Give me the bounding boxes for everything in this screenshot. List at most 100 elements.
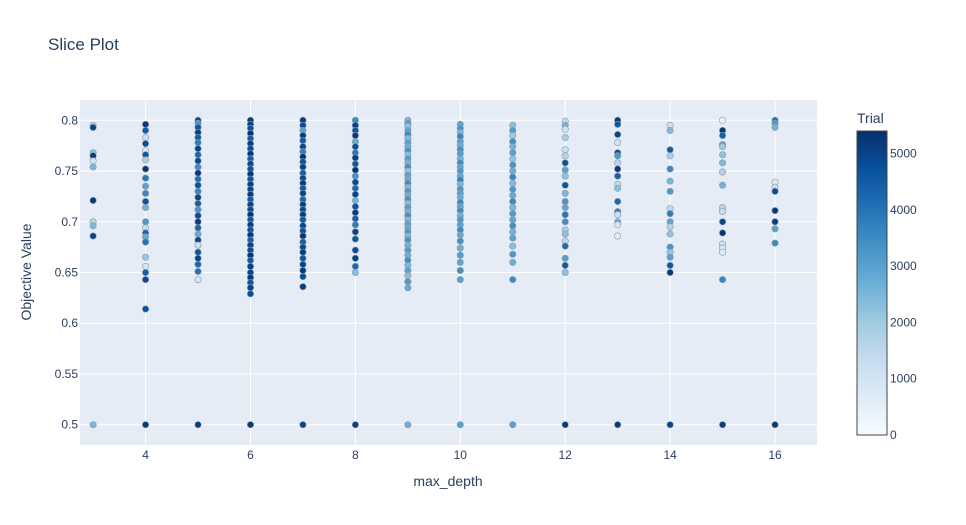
data-point — [771, 123, 779, 131]
data-point — [351, 178, 359, 186]
data-point — [194, 181, 202, 189]
data-point — [509, 167, 517, 175]
x-tick-label: 8 — [352, 448, 359, 462]
data-point — [561, 146, 569, 154]
data-point — [719, 208, 727, 216]
data-point — [142, 174, 150, 182]
data-point — [246, 284, 254, 292]
data-point — [142, 189, 150, 197]
data-point — [456, 251, 464, 259]
data-point — [404, 272, 412, 280]
data-point — [89, 196, 97, 204]
data-point — [666, 165, 674, 173]
data-point — [194, 206, 202, 214]
data-point — [561, 230, 569, 238]
data-point — [299, 216, 307, 224]
data-point — [89, 421, 97, 429]
data-point — [666, 421, 674, 429]
x-tick-label: 4 — [142, 448, 149, 462]
data-point — [404, 278, 412, 286]
data-point — [142, 134, 150, 142]
data-point — [771, 239, 779, 247]
data-point — [719, 143, 727, 151]
data-point — [456, 258, 464, 266]
x-axis-title: max_depth — [413, 473, 482, 489]
data-point — [142, 182, 150, 190]
data-point — [194, 212, 202, 220]
colorbar-tick-label: 0 — [890, 428, 897, 442]
data-point — [456, 244, 464, 252]
data-point — [614, 152, 622, 160]
data-point — [561, 166, 569, 174]
y-tick-label: 0.7 — [61, 215, 78, 229]
data-point — [509, 276, 517, 284]
data-point — [194, 241, 202, 249]
data-point — [561, 268, 569, 276]
data-point — [194, 193, 202, 201]
x-tick-label: 6 — [247, 448, 254, 462]
data-point — [194, 139, 202, 147]
data-point — [142, 305, 150, 313]
data-point — [351, 184, 359, 192]
data-point — [561, 134, 569, 142]
data-point — [509, 132, 517, 140]
y-tick-label: 0.55 — [55, 367, 79, 381]
data-point — [194, 169, 202, 177]
data-point — [456, 231, 464, 239]
data-point — [142, 238, 150, 246]
data-point — [246, 421, 254, 429]
colorbar-tick-label: 3000 — [890, 259, 917, 273]
data-points — [89, 116, 779, 429]
data-point — [351, 421, 359, 429]
data-point — [246, 256, 254, 264]
data-point — [771, 225, 779, 233]
data-point — [351, 132, 359, 140]
data-point — [561, 211, 569, 219]
data-point — [614, 211, 622, 219]
data-point — [719, 168, 727, 176]
data-point — [561, 159, 569, 167]
data-point — [299, 266, 307, 274]
y-tick-label: 0.75 — [55, 164, 79, 178]
data-point — [351, 143, 359, 151]
chart-title: Slice Plot — [48, 35, 119, 54]
data-point — [351, 166, 359, 174]
data-point — [351, 215, 359, 223]
data-point — [666, 261, 674, 269]
data-point — [351, 190, 359, 198]
data-point — [351, 268, 359, 276]
data-point — [719, 229, 727, 237]
data-point — [719, 151, 727, 159]
data-point — [299, 189, 307, 197]
data-point — [666, 210, 674, 218]
data-point — [142, 120, 150, 128]
data-point — [666, 230, 674, 238]
data-point — [614, 221, 622, 229]
data-point — [299, 137, 307, 145]
data-point — [666, 187, 674, 195]
data-point — [771, 187, 779, 195]
x-axis-ticks: 4 6 8 10 12 14 16 — [142, 448, 782, 462]
data-point — [509, 204, 517, 212]
data-point — [561, 261, 569, 269]
data-point — [719, 218, 727, 226]
data-point — [509, 250, 517, 258]
data-point — [351, 262, 359, 270]
data-point — [561, 254, 569, 262]
data-point — [561, 172, 569, 180]
x-tick-label: 14 — [663, 448, 677, 462]
colorbar-ticks: 0 1000 2000 3000 4000 5000 — [890, 147, 917, 442]
colorbar-tick-label: 4000 — [890, 203, 917, 217]
data-point — [614, 139, 622, 147]
data-point — [89, 163, 97, 171]
x-tick-label: 12 — [559, 448, 573, 462]
data-point — [351, 160, 359, 168]
data-point — [142, 268, 150, 276]
data-point — [351, 221, 359, 229]
data-point — [142, 126, 150, 134]
data-point — [194, 421, 202, 429]
data-point — [194, 224, 202, 232]
data-point — [666, 268, 674, 276]
data-point — [771, 421, 779, 429]
